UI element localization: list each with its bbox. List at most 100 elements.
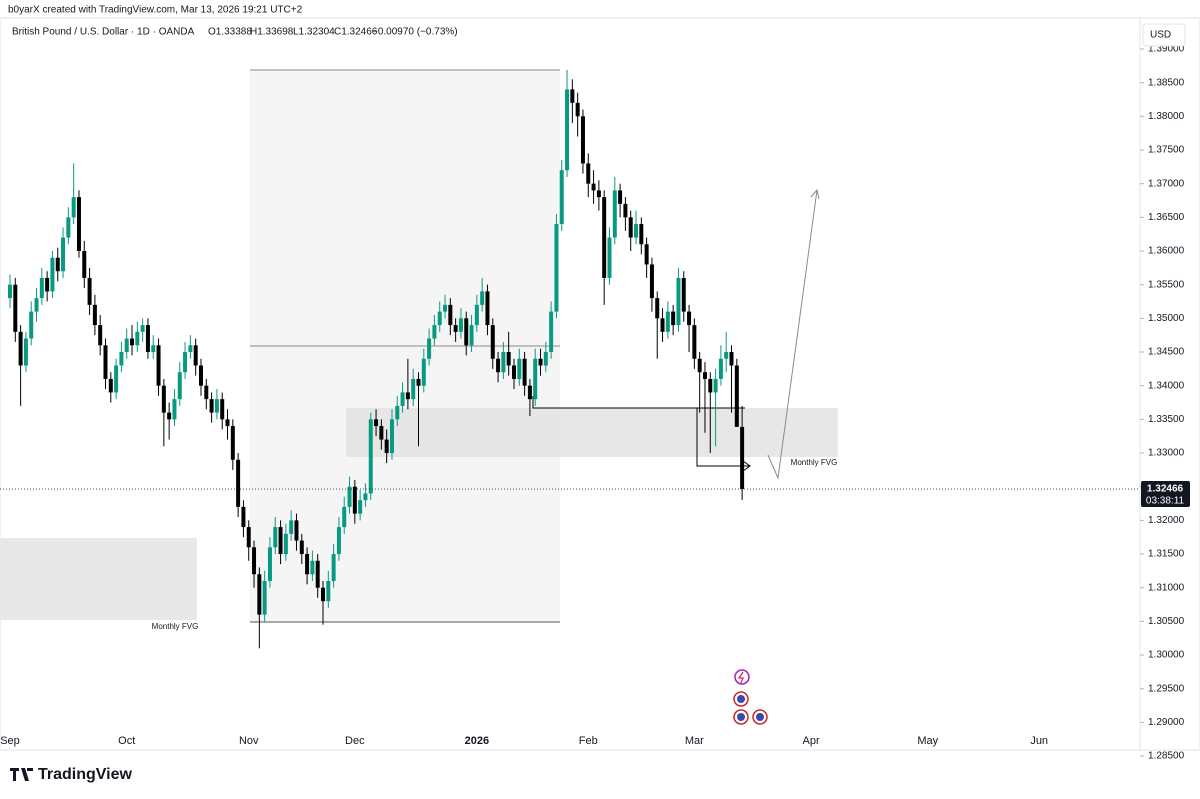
ohlc-low: L1.32304 <box>293 27 335 38</box>
x-tick-label: Dec <box>345 735 365 747</box>
candle-body <box>183 352 188 373</box>
candle-body <box>273 527 278 548</box>
candle-body <box>45 277 50 292</box>
candle-body <box>506 352 511 366</box>
candle-body <box>156 345 161 386</box>
candle-body <box>66 217 71 238</box>
candle-body <box>522 358 527 386</box>
candle-body <box>464 318 469 346</box>
candle-body <box>262 580 267 615</box>
candle-body <box>421 358 426 386</box>
candle-body <box>676 277 681 326</box>
candle-body <box>352 486 357 514</box>
symbol-title: British Pound / U.S. Dollar · 1D · OANDA <box>12 27 195 38</box>
candle-body <box>692 325 697 359</box>
y-tick-label: 1.36000 <box>1148 246 1185 257</box>
candle-body <box>596 190 601 198</box>
candle-body <box>681 277 686 312</box>
candle-body <box>665 311 670 332</box>
annotation: Monthly FVG <box>152 622 199 631</box>
y-tick-label: 1.32000 <box>1148 515 1185 526</box>
candle-body <box>543 352 548 366</box>
candle-body <box>161 385 166 413</box>
currency[interactable]: USD <box>1150 30 1171 41</box>
event-icons <box>733 669 768 725</box>
x-tick-label: Feb <box>579 735 598 747</box>
y-tick-label: 1.38000 <box>1148 111 1185 122</box>
candle-body <box>374 419 379 427</box>
candle-body <box>644 244 649 265</box>
level-line <box>696 408 750 467</box>
candle-body <box>602 197 607 278</box>
y-tick-label: 1.38500 <box>1148 77 1185 88</box>
candle-body <box>252 547 257 575</box>
candle-body <box>649 264 654 299</box>
candle-body <box>480 291 485 305</box>
currency-box[interactable] <box>1142 23 1186 47</box>
candle-body <box>687 311 692 326</box>
y-tick-label: 1.33500 <box>1148 414 1185 425</box>
candle-body <box>98 325 103 346</box>
candle-body <box>310 560 315 575</box>
candle-body <box>740 426 745 489</box>
candle-body <box>559 170 564 225</box>
candle-body <box>103 345 108 379</box>
candle-body <box>591 183 596 191</box>
x-tick-label: Sep <box>0 735 20 747</box>
candle-body <box>363 493 368 501</box>
candle-body <box>501 352 506 373</box>
candle-body <box>289 520 294 534</box>
x-tick-label: Apr <box>803 735 820 747</box>
candle-body <box>474 304 479 326</box>
candle-body <box>50 257 55 292</box>
time-axis: Sep Oct Nov Dec 2026 Feb Mar Apr May Jun <box>0 735 1048 747</box>
candle-body <box>326 580 331 602</box>
candle-body <box>618 190 623 204</box>
candle-body <box>580 116 585 164</box>
candle-body <box>697 358 702 373</box>
candle-body <box>278 527 283 555</box>
candle-body <box>114 365 119 393</box>
candle-body <box>411 378 416 400</box>
candle-body <box>485 291 490 326</box>
y-tick-label: 1.35000 <box>1148 313 1185 324</box>
y-tick-label: 1.29000 <box>1148 717 1185 728</box>
candle-body <box>18 331 23 366</box>
candle-body <box>267 547 272 581</box>
candle-body <box>39 277 44 299</box>
candle-body <box>554 224 559 312</box>
change: −0.00970 (−0.73%) <box>372 27 458 38</box>
candle-body <box>443 304 448 312</box>
candles <box>0 69 1140 649</box>
candle-body <box>76 197 81 252</box>
candle-body <box>517 358 522 379</box>
candle-body <box>321 587 326 602</box>
candle-body <box>209 399 214 413</box>
candle-body <box>389 419 394 454</box>
x-tick-label: May <box>917 735 938 747</box>
event-icon[interactable] <box>734 669 750 685</box>
candle-body <box>384 439 389 454</box>
candle-body <box>82 251 87 278</box>
candle-body <box>533 358 538 400</box>
chart-frame <box>0 17 1200 751</box>
candle-body <box>246 527 251 548</box>
candle-body <box>13 284 18 332</box>
candle-body <box>469 325 474 346</box>
candle-body <box>586 163 591 184</box>
candle-body <box>294 520 299 541</box>
candle-body <box>660 318 665 332</box>
candle-body <box>448 304 453 326</box>
candle-body <box>734 365 739 427</box>
event-icon-glyph <box>756 713 764 721</box>
candle-body <box>188 345 193 353</box>
y-tick-label: 1.37000 <box>1148 178 1185 189</box>
candle-body <box>713 378 718 393</box>
candle-body <box>198 365 203 386</box>
candle-body <box>61 237 66 272</box>
candle-body <box>453 325 458 332</box>
ohlc-close: C1.32466 <box>334 27 378 38</box>
candle-body <box>305 554 310 575</box>
candle-body <box>538 358 543 366</box>
candle-body <box>639 224 644 245</box>
